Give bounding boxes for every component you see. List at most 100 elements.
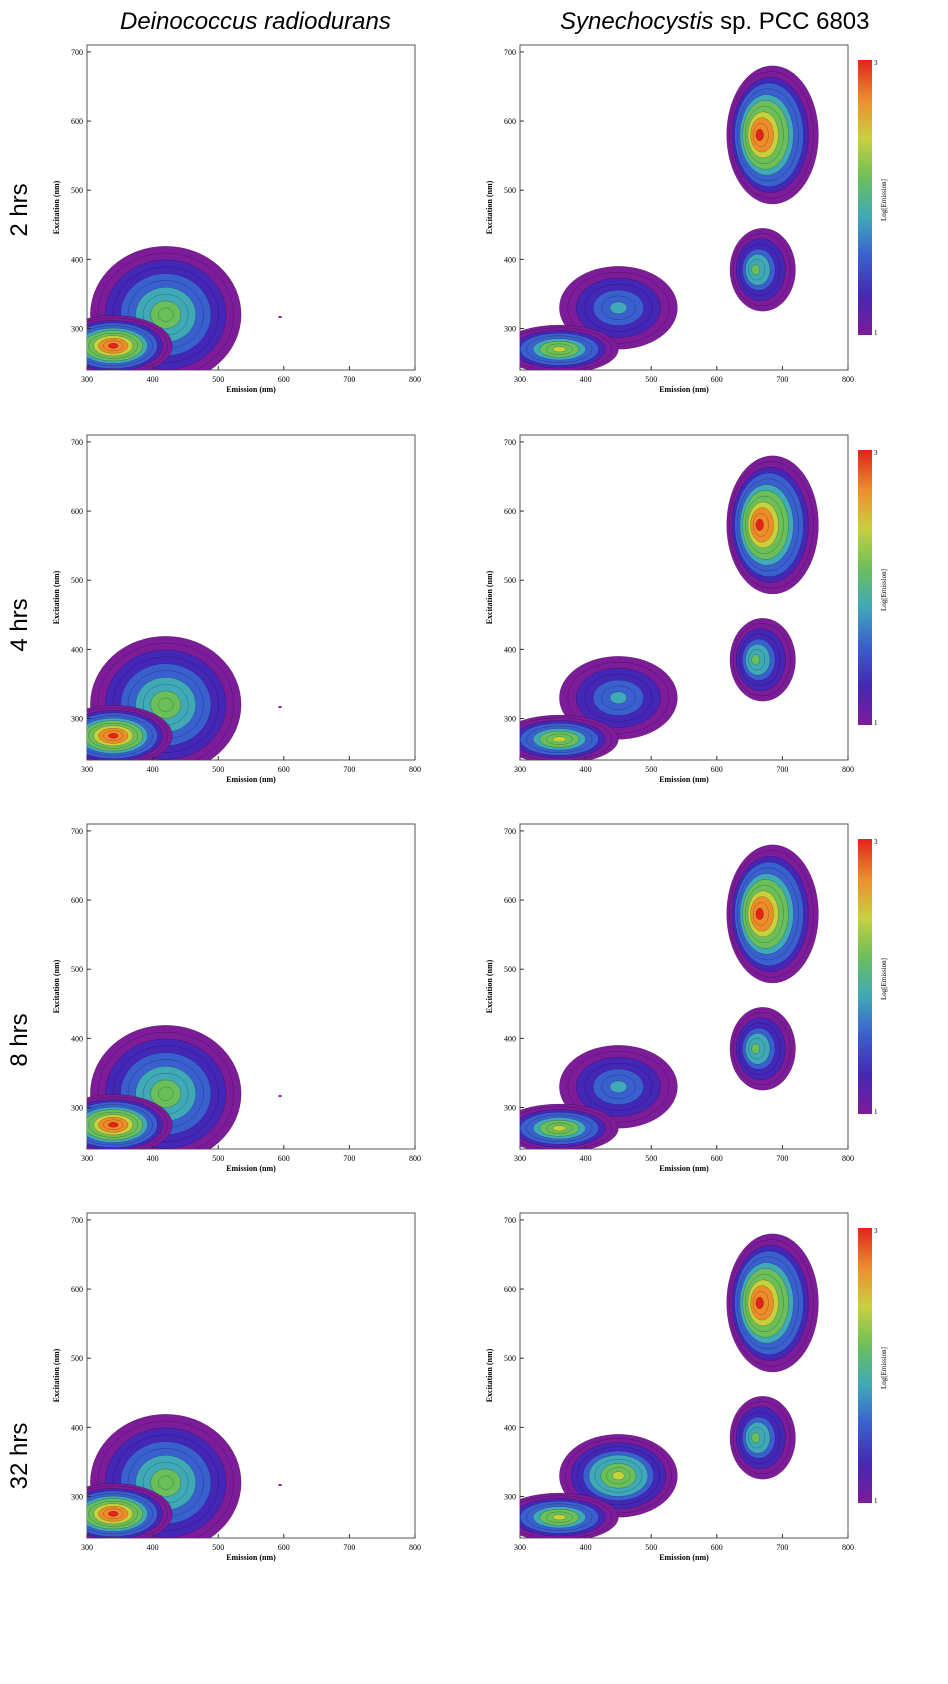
y-axis-label: Excitation (nm) [52,180,61,234]
y-tick-label: 500 [504,965,516,974]
y-tick-label: 600 [504,507,516,516]
contour-region [157,307,174,322]
x-tick-label: 500 [645,1543,657,1552]
y-axis-label: Excitation (nm) [52,1348,61,1402]
contour-fill [520,844,819,1149]
y-tick-label: 400 [71,645,83,654]
x-tick-label: 400 [580,375,592,384]
x-tick-label: 300 [81,765,93,774]
x-tick-label: 400 [580,1154,592,1163]
y-tick-label: 700 [504,438,516,447]
contour-panel: 300 400 500 600 700 800 300 400 500 600 700 Emissio… [52,44,421,394]
colorbar-tick-label: 3 [874,449,878,457]
column-header-synechocystis: Synechocystis sp. PCC 6803 [560,8,870,36]
x-tick-label: 400 [580,1543,592,1552]
y-tick-label: 400 [504,645,516,654]
colorbar [858,450,872,725]
x-tick-label: 500 [645,765,657,774]
colorbar-tick-label: 3 [874,1227,878,1235]
x-tick-label: 300 [81,375,93,384]
contour-region [755,1296,764,1309]
x-axis-label: Emission (nm) [226,775,276,784]
y-tick-label: 700 [71,48,83,57]
x-tick-label: 800 [409,1543,421,1552]
x-tick-label: 400 [580,765,592,774]
colorbar-tick-label: 1 [874,329,878,337]
contour-fill [87,1413,282,1538]
y-tick-label: 700 [504,827,516,836]
contour-fill [87,1024,282,1149]
contour-fill [520,1233,819,1538]
x-tick-label: 800 [409,765,421,774]
x-tick-label: 300 [514,765,526,774]
x-axis-label: Emission (nm) [659,385,709,394]
contour-region [108,1122,119,1128]
x-tick-label: 700 [343,1543,355,1552]
contour-region [552,346,567,353]
x-tick-label: 500 [212,1154,224,1163]
colorbar-tick-label: 1 [874,1108,878,1116]
colorbar-tick-label: 3 [874,59,878,67]
y-tick-label: 600 [71,896,83,905]
contour-region [755,518,764,531]
contour-region [108,343,119,349]
contour-region [751,1043,761,1055]
contour-panel: Log[Emission] 3 1 300 400 500 600 700 800 300 400 5… [485,434,888,784]
contour-region [755,907,764,920]
x-axis-label: Emission (nm) [226,1164,276,1173]
y-tick-label: 300 [504,715,516,724]
y-tick-label: 500 [71,576,83,585]
x-axis-label: Emission (nm) [226,385,276,394]
x-tick-label: 400 [147,1154,159,1163]
y-tick-label: 600 [71,117,83,126]
x-axis-label: Emission (nm) [659,775,709,784]
colorbar-tick-label: 3 [874,838,878,846]
contour-fill [520,65,819,370]
y-tick-label: 500 [71,1354,83,1363]
y-tick-label: 300 [71,1493,83,1502]
y-tick-label: 500 [504,576,516,585]
x-tick-label: 700 [776,1543,788,1552]
contour-dot [278,1484,282,1487]
y-tick-label: 400 [71,1034,83,1043]
y-tick-label: 700 [504,48,516,57]
contour-region [157,1475,174,1490]
colorbar-tick-label: 1 [874,1497,878,1505]
x-tick-label: 500 [645,1154,657,1163]
x-tick-label: 800 [842,1543,854,1552]
x-tick-label: 400 [147,765,159,774]
x-tick-label: 700 [776,765,788,774]
y-tick-label: 400 [71,255,83,264]
x-tick-label: 600 [278,1543,290,1552]
x-tick-label: 500 [212,765,224,774]
y-tick-label: 500 [504,186,516,195]
contour-region [552,1125,567,1132]
y-tick-label: 600 [71,507,83,516]
x-tick-label: 600 [711,1154,723,1163]
contour-panel: 300 400 500 600 700 800 300 400 500 600 700 Emissio… [52,434,421,784]
x-tick-label: 700 [343,765,355,774]
x-tick-label: 700 [776,1154,788,1163]
y-tick-label: 600 [71,1285,83,1294]
y-tick-label: 500 [71,186,83,195]
x-tick-label: 400 [147,375,159,384]
y-tick-label: 700 [71,827,83,836]
contour-region [157,1086,174,1101]
organism-strain-right: sp. PCC 6803 [713,8,870,35]
y-tick-label: 300 [71,325,83,334]
y-axis-label: Excitation (nm) [485,180,494,234]
y-axis-label: Excitation (nm) [485,570,494,624]
y-tick-label: 300 [71,1104,83,1113]
y-tick-label: 600 [504,1285,516,1294]
contour-region [108,1511,119,1517]
contour-panel: 300 400 500 600 700 800 300 400 500 600 700 Emissio… [52,823,421,1173]
x-tick-label: 800 [409,1154,421,1163]
contour-region [157,697,174,712]
x-tick-label: 300 [514,375,526,384]
y-axis-label: Excitation (nm) [52,570,61,624]
contour-fill [87,245,282,370]
x-tick-label: 600 [711,375,723,384]
contour-region [751,654,761,666]
colorbar-label: Log[Emission] [880,1347,888,1389]
x-tick-label: 400 [147,1543,159,1552]
